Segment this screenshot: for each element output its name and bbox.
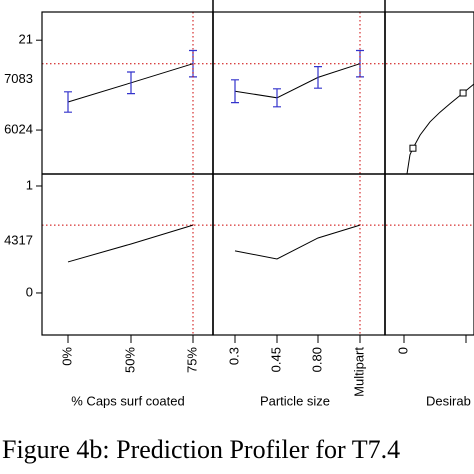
error-bar xyxy=(127,71,135,95)
y-tick-label: 6024 xyxy=(4,121,33,136)
profile-line xyxy=(234,63,361,99)
y-tick-label: 0 xyxy=(26,284,33,299)
x-tick-label: 50% xyxy=(122,347,137,373)
caption: Figure 4b: Prediction Profiler for T7.4 xyxy=(2,435,400,464)
desirability-curve xyxy=(406,83,474,175)
x-tick-label: Multipart xyxy=(351,347,366,397)
x-tick-label: 0.3 xyxy=(226,347,241,365)
error-bar xyxy=(64,91,72,113)
current-value-label: 7083 xyxy=(4,71,33,86)
current-value-label: 4317 xyxy=(4,233,33,248)
profile-line xyxy=(234,224,361,260)
x-axis-title: Particle size xyxy=(260,393,330,408)
x-tick-label: 0.45 xyxy=(268,347,283,372)
x-tick-label: 0% xyxy=(59,347,74,366)
x-tick-label: 75% xyxy=(184,347,199,373)
error-bar xyxy=(314,66,322,89)
x-axis-title: % Caps surf coated xyxy=(71,393,184,408)
error-bar xyxy=(231,79,239,104)
y-tick-label: 1 xyxy=(26,177,33,192)
desirability-marker xyxy=(409,144,417,152)
x-tick-label: 0.80 xyxy=(309,347,324,372)
profile-line xyxy=(67,224,194,263)
y-tick-label: 21 xyxy=(19,32,33,47)
error-bar xyxy=(273,88,281,108)
desirability-marker xyxy=(459,89,467,97)
x-tick-label: 0 xyxy=(395,347,410,354)
x-axis-title: Desirab xyxy=(426,393,471,408)
